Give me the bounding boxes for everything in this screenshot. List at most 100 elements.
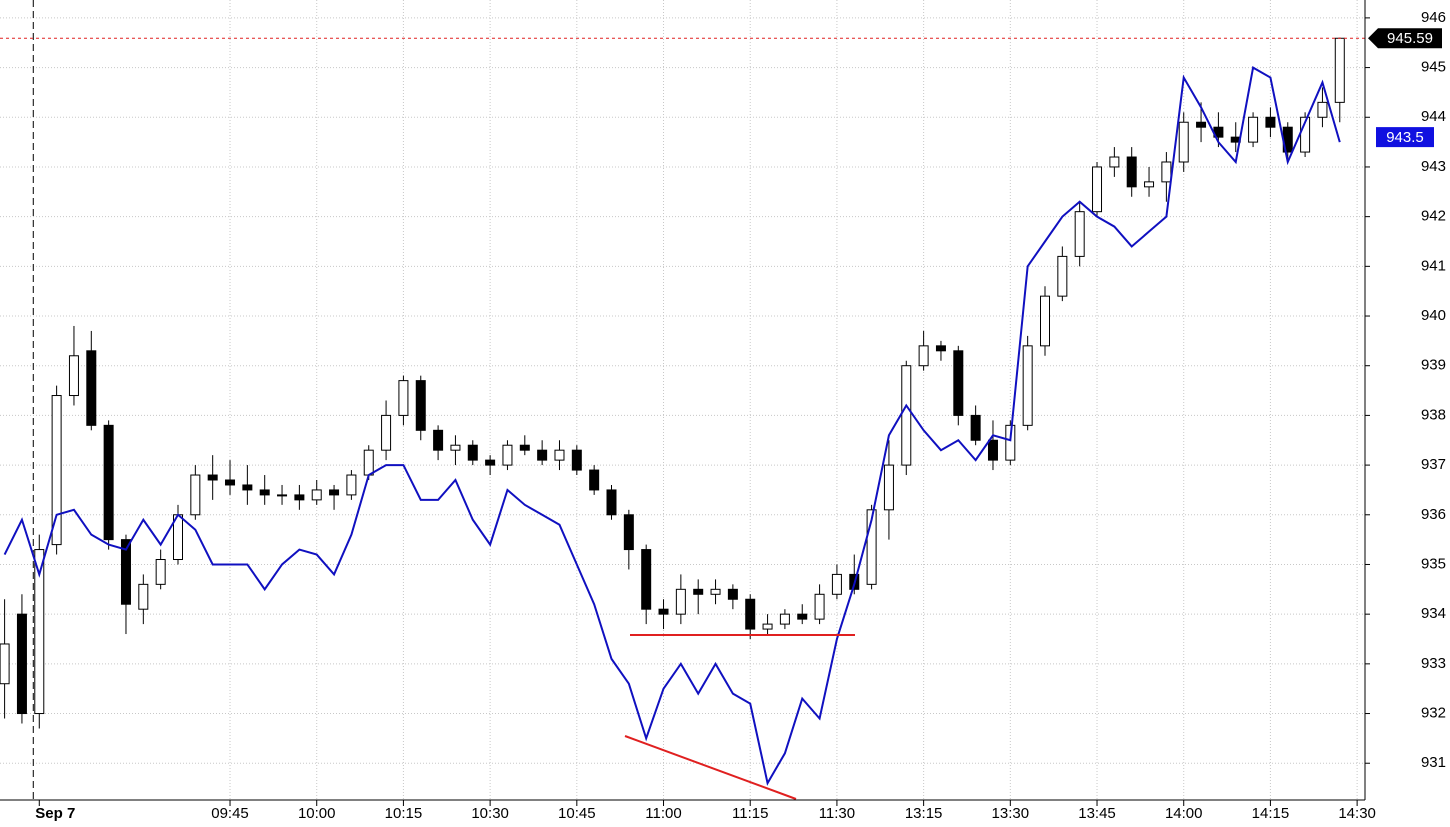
candle-body (294, 494, 305, 501)
candle-body (589, 469, 600, 491)
candle-body (693, 588, 704, 595)
y-tick-label: 943 (1421, 158, 1446, 175)
candle-body (225, 479, 236, 486)
candle-body (363, 449, 374, 476)
candle-body (415, 380, 426, 431)
candle-body (155, 559, 166, 585)
y-tick-label: 934 (1421, 605, 1446, 622)
x-tick-label: 10:15 (385, 805, 423, 822)
candle-body (0, 643, 10, 685)
y-tick-label: 936 (1421, 506, 1446, 523)
candle-body (641, 549, 652, 610)
candle-body (51, 395, 62, 546)
candle-body (16, 613, 27, 715)
candle-body (502, 444, 513, 466)
x-tick-label: 11:00 (645, 805, 681, 822)
x-tick-label: Sep 7 (35, 805, 75, 822)
y-tick-label: 944 (1421, 108, 1446, 125)
y-tick-label: 939 (1421, 357, 1446, 374)
candle-body (1248, 116, 1259, 143)
candle-body (918, 345, 929, 367)
y-tick-label: 942 (1421, 208, 1446, 225)
candle-body (207, 474, 218, 481)
y-tick-label: 941 (1421, 257, 1446, 274)
candle-body (935, 345, 946, 352)
x-tick-label: 10:45 (558, 805, 596, 822)
line-value-tag (1376, 127, 1434, 148)
candle-body (1040, 295, 1050, 347)
candle-body (537, 449, 548, 461)
trend-line (624, 735, 797, 800)
x-tick-label: 11:15 (732, 805, 768, 822)
x-tick-label: 13:15 (905, 805, 943, 822)
candle-body (797, 613, 808, 620)
candle-body (1161, 161, 1172, 183)
candle-body (675, 588, 686, 615)
x-tick-label: 13:45 (1078, 805, 1116, 822)
candle-body (519, 444, 530, 451)
x-tick-label: 13:30 (992, 805, 1030, 822)
candle-body (1022, 345, 1033, 426)
x-tick-label: 10:30 (471, 805, 509, 822)
candle-body (1005, 424, 1016, 461)
candle-body (433, 429, 444, 451)
x-tick-label: 09:45 (211, 805, 249, 822)
y-tick-label: 946 (1421, 9, 1446, 26)
candle-body (346, 474, 357, 496)
line-value-label: 943.5 (1386, 129, 1424, 146)
candle-body (571, 449, 582, 471)
candle-body (1178, 121, 1189, 163)
candle-body (883, 464, 894, 511)
overlay-line (3, 66, 1341, 786)
x-tick-label: 10:00 (298, 805, 336, 822)
plot (0, 37, 1365, 786)
x-tick-label: 11:30 (819, 805, 855, 822)
candle-body (987, 439, 998, 461)
candle-body (1109, 156, 1120, 168)
candle-body (103, 424, 114, 541)
candle-body (623, 514, 634, 551)
candle-body (450, 444, 461, 451)
candle-body (311, 489, 322, 501)
y-tick-label: 931 (1421, 754, 1446, 771)
candle-body (1074, 211, 1085, 257)
candle-body (467, 444, 478, 461)
y-tick-label: 938 (1421, 406, 1446, 423)
candle-body (745, 598, 756, 630)
y-tick-label: 945 (1421, 59, 1446, 76)
y-tick-label: 935 (1421, 555, 1446, 572)
candle-body (831, 573, 842, 595)
candle-body (606, 489, 617, 516)
candle-body (277, 494, 288, 497)
candle-body (190, 474, 201, 516)
candle-body (1126, 156, 1137, 188)
candle-body (814, 593, 825, 620)
candle-body (953, 350, 964, 416)
candle-body (727, 588, 738, 600)
candle-body (866, 509, 877, 585)
candle-body (1265, 116, 1276, 128)
last-price-tag (1368, 28, 1442, 49)
y-tick-label: 940 (1421, 307, 1446, 324)
candle-body (34, 549, 45, 715)
y-tick-label: 932 (1421, 705, 1446, 722)
candle-body (658, 608, 669, 615)
x-tick-label: 14:00 (1165, 805, 1203, 822)
candle-body (86, 350, 97, 426)
x-tick-label: 14:30 (1338, 805, 1376, 822)
candle-body (138, 583, 149, 610)
candle-body (1334, 37, 1345, 103)
last-price-label: 945.59 (1387, 30, 1433, 47)
candle-body (381, 414, 392, 451)
candle-body (1092, 166, 1103, 213)
candle-body (779, 613, 790, 625)
candle-body (554, 449, 565, 461)
candle-body (762, 623, 773, 630)
axes: 931 932 933 934 935 936 937 938 939 940 941 942 943 9… (35, 9, 1446, 822)
grid (0, 0, 1365, 800)
candle-body (259, 489, 270, 496)
y-tick-label: 933 (1421, 655, 1446, 672)
